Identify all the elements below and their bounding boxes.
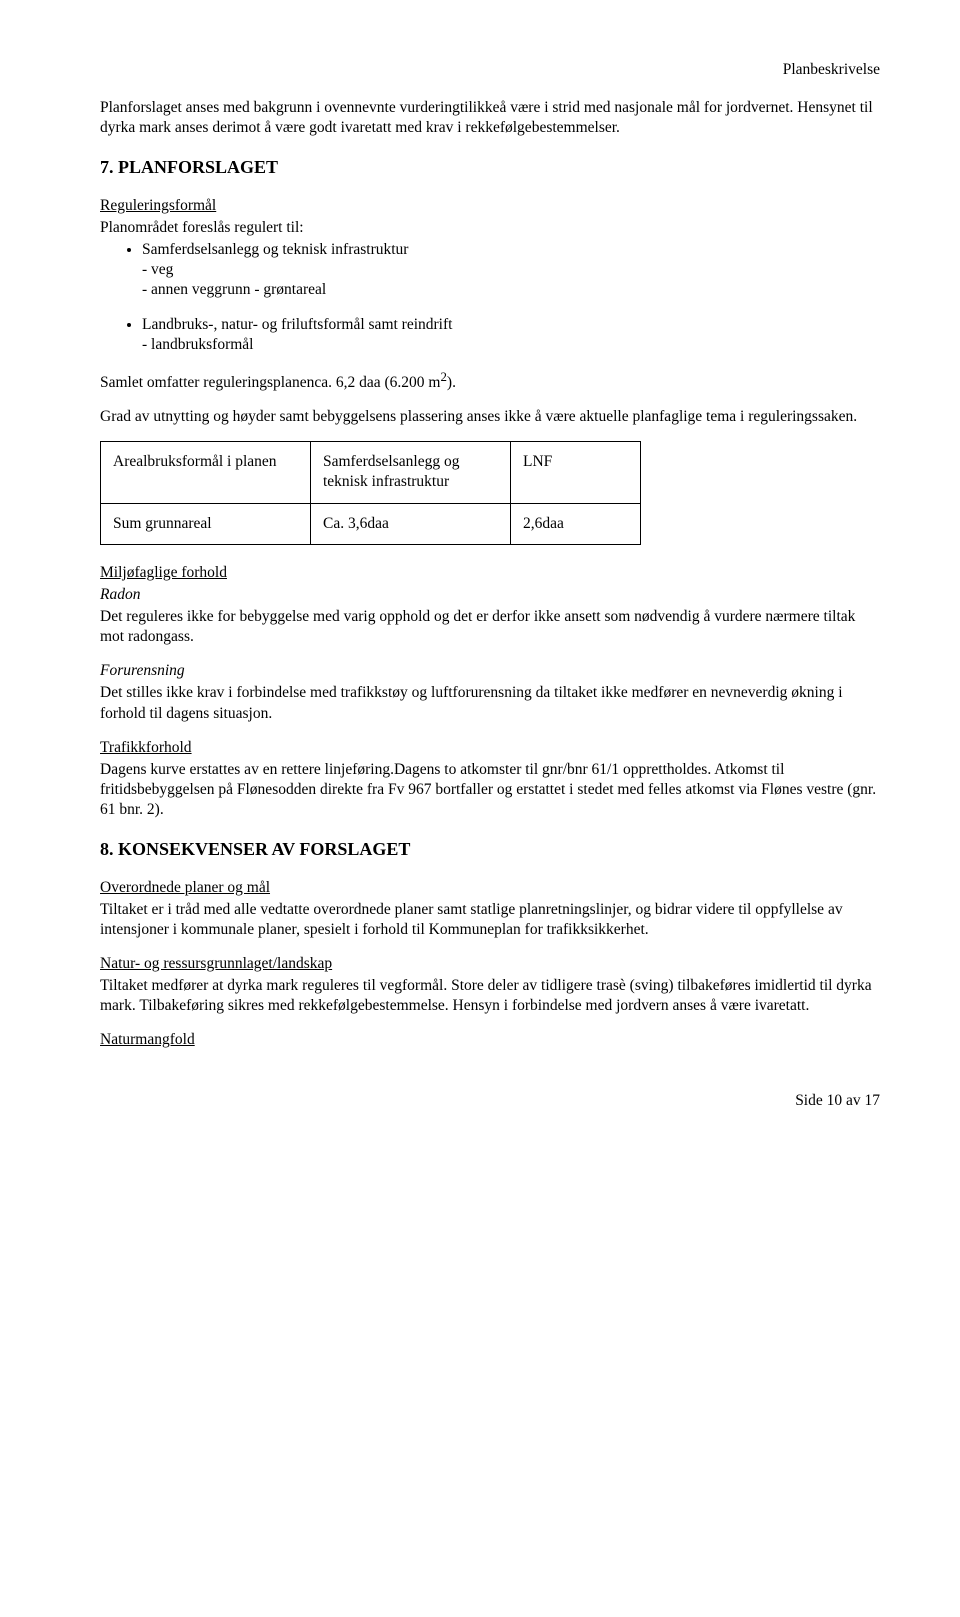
doc-type-label: Planbeskrivelse xyxy=(783,61,880,78)
reguleringsformal-heading: Reguleringsformål xyxy=(100,196,880,216)
table-cell: Samferdselsanlegg og teknisk infrastrukt… xyxy=(311,442,511,503)
reguleringsformal-list: Samferdselsanlegg og teknisk infrastrukt… xyxy=(100,240,880,300)
trafikk-block: Trafikkforhold Dagens kurve erstattes av… xyxy=(100,738,880,821)
list-item: Landbruks-, natur- og friluftsformål sam… xyxy=(142,315,880,355)
areal-table: Arealbruksformål i planen Samferdselsanl… xyxy=(100,441,641,544)
samlet-paragraph: Samlet omfatter reguleringsplanenca. 6,2… xyxy=(100,369,880,393)
page-header: Planbeskrivelse xyxy=(100,60,880,80)
natur-text: Tiltaket medfører at dyrka mark regulere… xyxy=(100,976,880,1016)
list-item-label: Landbruks-, natur- og friluftsformål sam… xyxy=(142,316,452,333)
list-item-label: Samferdselsanlegg og teknisk infrastrukt… xyxy=(142,241,408,258)
table-cell: 2,6daa xyxy=(511,503,641,544)
forurensning-block: Forurensning Det stilles ikke krav i for… xyxy=(100,661,880,723)
miljo-heading: Miljøfaglige forhold xyxy=(100,563,880,583)
reguleringsformal-block: Reguleringsformål Planområdet foreslås r… xyxy=(100,196,880,355)
natur-block: Natur- og ressursgrunnlaget/landskap Til… xyxy=(100,954,880,1016)
overordnede-text: Tiltaket er i tråd med alle vedtatte ove… xyxy=(100,900,880,940)
table-cell: Ca. 3,6daa xyxy=(311,503,511,544)
forurensning-text: Det stilles ikke krav i forbindelse med … xyxy=(100,683,880,723)
list-sub: - landbruksformål xyxy=(142,335,880,355)
section-7-title: 7. PLANFORSLAGET xyxy=(100,156,880,179)
table-row: Sum grunnareal Ca. 3,6daa 2,6daa xyxy=(101,503,641,544)
radon-text: Det reguleres ikke for bebyggelse med va… xyxy=(100,607,880,647)
list-sub: - veg xyxy=(142,260,880,280)
radon-heading: Radon xyxy=(100,585,880,605)
page-footer: Side 10 av 17 xyxy=(100,1091,880,1111)
trafikk-text: Dagens kurve erstattes av en rettere lin… xyxy=(100,760,880,820)
reguleringsformal-intro: Planområdet foreslås regulert til: xyxy=(100,218,880,238)
reguleringsformal-list-2: Landbruks-, natur- og friluftsformål sam… xyxy=(100,315,880,355)
miljo-block: Miljøfaglige forhold Radon Det reguleres… xyxy=(100,563,880,648)
table-cell: Arealbruksformål i planen xyxy=(101,442,311,503)
intro-paragraph: Planforslaget anses med bakgrunn i ovenn… xyxy=(100,98,880,138)
table-row: Arealbruksformål i planen Samferdselsanl… xyxy=(101,442,641,503)
page-number: Side 10 av 17 xyxy=(795,1092,880,1109)
table-cell: LNF xyxy=(511,442,641,503)
list-item: Samferdselsanlegg og teknisk infrastrukt… xyxy=(142,240,880,300)
section-8-title: 8. KONSEKVENSER AV FORSLAGET xyxy=(100,838,880,861)
grad-paragraph: Grad av utnytting og høyder samt bebygge… xyxy=(100,407,880,427)
table-cell: Sum grunnareal xyxy=(101,503,311,544)
list-sub: - annen veggrunn - grøntareal xyxy=(142,280,880,300)
trafikk-heading: Trafikkforhold xyxy=(100,738,880,758)
naturmangfold-heading: Naturmangfold xyxy=(100,1030,880,1050)
natur-heading: Natur- og ressursgrunnlaget/landskap xyxy=(100,954,880,974)
overordnede-heading: Overordnede planer og mål xyxy=(100,878,880,898)
forurensning-heading: Forurensning xyxy=(100,661,880,681)
overordnede-block: Overordnede planer og mål Tiltaket er i … xyxy=(100,878,880,940)
